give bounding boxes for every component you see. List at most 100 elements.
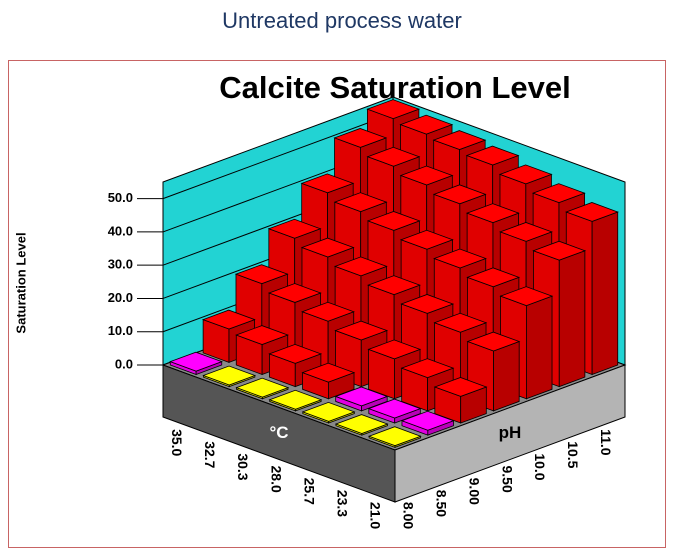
bar-left-shade [368, 349, 395, 399]
grid-line [162, 113, 394, 200]
x-axis-label: °C [269, 423, 288, 442]
bar-top [366, 211, 421, 231]
y-tick-label: 40.0 [108, 223, 133, 238]
x-tick-label: 23.3 [335, 490, 351, 517]
bar-top [433, 377, 488, 397]
z-tick-label: 10.0 [532, 453, 548, 480]
x-tick-label: 25.7 [301, 478, 317, 505]
bar-top [267, 283, 322, 303]
x-tick-label: 28.0 [268, 466, 284, 493]
bar-top [399, 229, 454, 250]
bar-left-shade [401, 420, 428, 436]
x-tick-label: 21.0 [368, 502, 384, 529]
bar-top [433, 312, 488, 333]
bar-left-shade [434, 386, 461, 424]
x-tick-label: 30.3 [235, 453, 251, 480]
bar-left-shade [335, 396, 362, 411]
bar-top [201, 309, 256, 330]
bar [367, 398, 422, 424]
bar-top [400, 294, 455, 314]
bar-top [400, 410, 455, 431]
bar-top [367, 426, 422, 447]
bar-top [333, 192, 388, 213]
bar-top [202, 365, 257, 386]
bar-right-shade [196, 361, 222, 375]
bar-top [432, 184, 487, 205]
bar-top [169, 351, 223, 372]
bar-top [268, 389, 323, 410]
bar-top [234, 264, 289, 285]
y-tick-label: 20.0 [108, 290, 133, 305]
slab-right [394, 364, 626, 503]
bar-top [301, 301, 355, 322]
y-axis-label: Saturation Level [13, 232, 28, 333]
bar-top [333, 128, 388, 148]
bar-top [399, 114, 454, 135]
bar [268, 389, 323, 412]
bar-top [268, 343, 323, 364]
bar-top [366, 146, 421, 167]
page-title: Untreated process water [222, 8, 462, 33]
z-tick-label: 10.5 [565, 441, 581, 468]
bar-top [400, 358, 455, 379]
y-tick-label: 10.0 [108, 323, 133, 338]
bar-top [333, 256, 388, 277]
bar-right-shade [460, 386, 487, 424]
bar-top [367, 398, 422, 419]
z-tick-label: 9.00 [466, 478, 482, 505]
y-tick-label: 0.0 [115, 356, 133, 371]
bar-left-shade [368, 408, 395, 424]
z-tick-label: 11.0 [598, 429, 614, 456]
bar-top [432, 130, 487, 150]
bar-top [565, 202, 619, 222]
bar-top [499, 286, 554, 307]
bar [301, 402, 356, 424]
bar-top [465, 203, 520, 224]
bar-left-shade [236, 335, 263, 375]
bar-top [433, 248, 487, 269]
bar [301, 362, 356, 400]
x-tick-label: 32.7 [202, 441, 218, 468]
bar-top [499, 222, 553, 242]
bar-top [531, 183, 586, 204]
bar-left-shade [401, 368, 428, 411]
bar-right-shade [592, 211, 618, 375]
bar-top [367, 275, 421, 296]
bar [334, 386, 389, 412]
bar-right-shade [493, 341, 520, 411]
bar-top [301, 402, 356, 422]
bar-left-shade [203, 319, 229, 363]
bar [433, 377, 488, 424]
bar-right-shade [394, 408, 421, 424]
bar-top [532, 240, 587, 261]
bar-top [334, 414, 389, 434]
bar-top [235, 325, 289, 345]
z-axis-label: pH [499, 423, 522, 442]
bar [400, 410, 455, 436]
y-tick-label: 50.0 [108, 190, 133, 205]
bar-top [366, 99, 421, 120]
bar-right-shade [328, 372, 355, 399]
bar-top [498, 164, 553, 185]
bar-top [465, 145, 520, 166]
bar-right-shade [361, 396, 388, 411]
z-tick-label: 8.50 [434, 490, 450, 517]
bar [334, 414, 389, 436]
bar-right-shade [526, 296, 553, 399]
bar-top [466, 267, 521, 288]
bar [202, 365, 257, 388]
bar-right-shade [427, 420, 454, 436]
bar-top [301, 362, 356, 383]
bar-top [300, 173, 355, 194]
bar-top [300, 237, 355, 258]
bar-right-shade [559, 250, 585, 387]
bar-left-shade [269, 353, 296, 387]
bar-top [399, 165, 454, 186]
bar-top [466, 331, 521, 352]
x-tick-label: 35.0 [169, 429, 185, 456]
bar-left-shade [302, 372, 329, 399]
bar [235, 377, 290, 400]
z-tick-label: 9.50 [499, 466, 515, 493]
z-tick-label: 8.00 [401, 502, 417, 529]
